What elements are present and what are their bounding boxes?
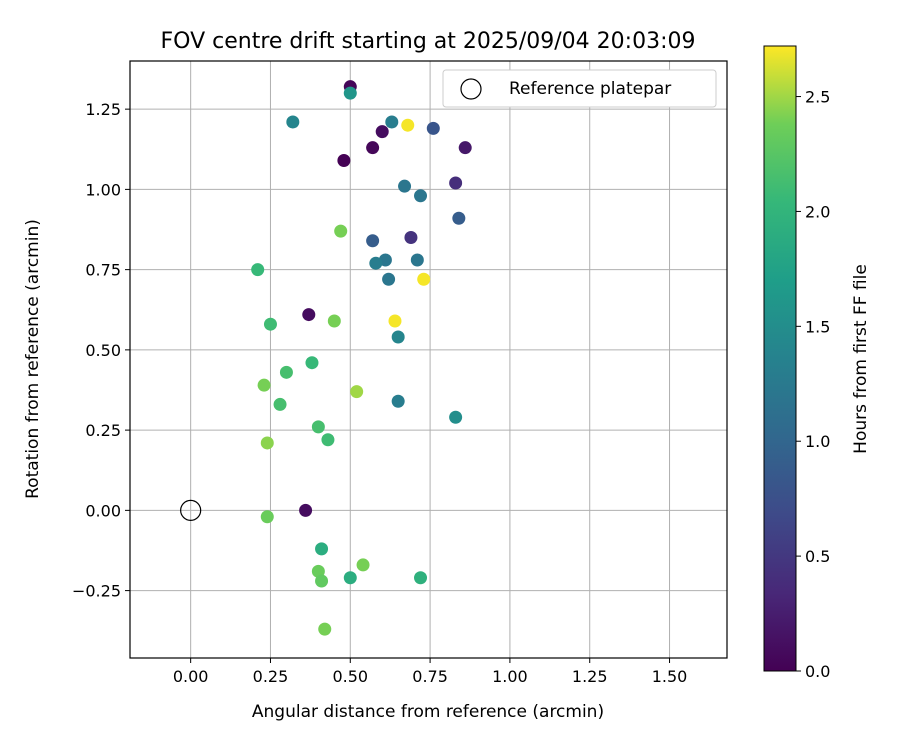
scatter-point: [410, 253, 424, 267]
legend-reference-marker: [460, 78, 482, 100]
scatter-point: [260, 436, 274, 450]
colorbar-ticks: 0.0 0.5 1.0 1.5 2.0 2.5: [796, 88, 830, 681]
scatter-point: [391, 394, 405, 408]
colorbar-tick-label: 1.5: [805, 317, 830, 336]
scatter-point: [382, 272, 396, 286]
colorbar-tick-label: 1.0: [805, 432, 830, 451]
colorbar-frame: [763, 45, 797, 672]
x-tick-label: 1.25: [572, 667, 608, 686]
scatter-point: [311, 420, 325, 434]
scatter-point: [391, 330, 405, 344]
scatter-point: [302, 308, 316, 322]
y-axis-ticks: −0.25 0.00 0.25 0.50 0.75 1.00 1.25: [72, 100, 130, 601]
scatter-point: [404, 231, 418, 245]
scatter-point: [263, 317, 277, 331]
y-tick-label: 0.00: [85, 501, 121, 520]
y-tick-label: 0.50: [85, 341, 121, 360]
scatter-point: [369, 256, 383, 270]
scatter-point: [375, 125, 389, 139]
y-tick-label: 0.75: [85, 261, 121, 280]
x-tick-label: 0.25: [253, 667, 289, 686]
scatter-point: [286, 115, 300, 129]
scatter-point: [260, 510, 274, 524]
scatter-point: [279, 365, 293, 379]
reference-marker-layer: [180, 499, 202, 521]
scatter-point: [318, 622, 332, 636]
scatter-point: [321, 433, 335, 447]
colorbar-label: Hours from first FF file: [851, 264, 871, 454]
scatter-point: [334, 224, 348, 238]
scatter-point: [299, 503, 313, 517]
chart-title: FOV centre drift starting at 2025/09/04 …: [161, 29, 696, 54]
scatter-point: [426, 121, 440, 135]
scatter-point: [251, 263, 265, 277]
legend: Reference platepar: [442, 69, 717, 108]
scatter-point: [337, 154, 351, 167]
scatter-point: [366, 141, 380, 155]
grid: [130, 61, 727, 658]
scatter-point: [385, 115, 399, 129]
scatter-point: [388, 314, 402, 328]
y-tick-label: 1.00: [85, 180, 121, 199]
scatter-point: [273, 397, 287, 411]
scatter-point: [458, 141, 472, 155]
colorbar-gradient: [764, 46, 796, 671]
legend-box: [442, 69, 717, 108]
colorbar-tick-label: 0.5: [805, 547, 830, 566]
colorbar-tick-label: 2.5: [805, 88, 830, 107]
plot-frame: [129, 60, 728, 659]
colorbar-tick-label: 2.0: [805, 202, 830, 221]
reference-platepar-marker: [180, 499, 202, 521]
x-axis-label: Angular distance from reference (arcmin): [252, 702, 604, 722]
x-tick-label: 0.00: [173, 667, 209, 686]
scatter-point: [257, 378, 271, 392]
scatter-point: [417, 272, 431, 286]
y-tick-label: −0.25: [72, 582, 121, 601]
scatter-point: [449, 410, 463, 424]
y-tick-label: 1.25: [85, 100, 121, 119]
scatter-point: [414, 189, 428, 203]
x-axis-ticks: 0.00 0.25 0.50 0.75 1.00 1.25 1.50: [173, 658, 688, 686]
scatter-point: [356, 558, 370, 572]
legend-label: Reference platepar: [509, 79, 671, 99]
x-tick-label: 1.50: [652, 667, 688, 686]
scatter-point: [343, 571, 357, 585]
scatter-point: [398, 179, 412, 193]
scatter-points: [251, 80, 472, 636]
x-tick-label: 1.00: [492, 667, 528, 686]
scatter-point: [366, 234, 380, 248]
scatter-point: [315, 574, 329, 588]
scatter-point: [350, 385, 364, 399]
scatter-point: [343, 86, 357, 100]
colorbar-tick-label: 0.0: [805, 662, 830, 681]
scatter-point: [449, 176, 463, 190]
scatter-point: [305, 356, 319, 370]
y-axis-label: Rotation from reference (arcmin): [23, 219, 43, 499]
y-tick-label: 0.25: [85, 421, 121, 440]
scatter-point: [401, 118, 415, 132]
x-tick-label: 0.75: [412, 667, 448, 686]
x-tick-label: 0.50: [332, 667, 368, 686]
colorbar: 0.0 0.5 1.0 1.5 2.0 2.5 Hours from first FF f…: [763, 45, 871, 681]
scatter-point: [414, 571, 428, 585]
scatter-point: [315, 542, 329, 556]
scatter-point: [452, 211, 466, 225]
scatter-point: [327, 314, 341, 328]
